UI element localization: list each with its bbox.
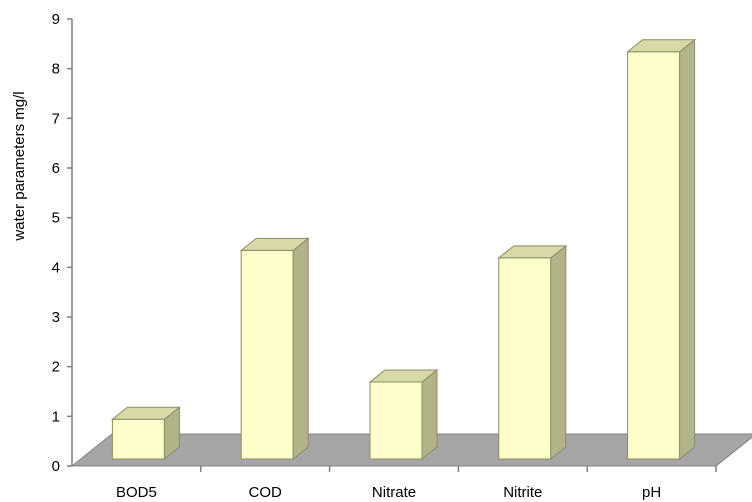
y-tick-label: 3 xyxy=(52,309,60,326)
bar-side xyxy=(550,244,567,461)
bar xyxy=(110,406,181,461)
bar-top xyxy=(626,39,697,53)
x-tick-label: Nitrite xyxy=(503,484,542,501)
bar-front xyxy=(240,249,294,460)
x-tick-label: pH xyxy=(642,484,661,501)
bar xyxy=(368,368,439,461)
bar-front xyxy=(369,381,423,460)
bar xyxy=(497,244,568,461)
y-tick-label: 6 xyxy=(52,160,60,177)
bar-top xyxy=(497,245,568,259)
bar xyxy=(239,237,310,461)
x-tick-label: Nitrate xyxy=(372,484,416,501)
bar-top xyxy=(110,406,181,420)
x-tick-label: BOD5 xyxy=(116,484,157,501)
bar-top xyxy=(368,369,439,383)
bar xyxy=(626,38,697,461)
y-axis-title: water parameters mg/l xyxy=(11,91,28,241)
bar-side xyxy=(421,368,438,461)
y-axis: 0 1 2 3 4 5 6 7 8 9 xyxy=(52,11,73,475)
bar-front xyxy=(498,257,552,460)
y-tick-label: 1 xyxy=(52,408,60,425)
bars xyxy=(110,38,697,461)
y-tick-label: 2 xyxy=(52,359,60,376)
x-axis-labels: BOD5 COD Nitrate Nitrite pH xyxy=(116,466,717,501)
y-tick-label: 0 xyxy=(52,458,60,475)
y-tick-label: 9 xyxy=(52,11,60,28)
y-tick-label: 5 xyxy=(52,210,60,227)
bar-top xyxy=(239,237,310,251)
bar-front xyxy=(627,51,681,460)
x-tick-label: COD xyxy=(249,484,283,501)
bar-side xyxy=(679,38,696,461)
y-tick-label: 8 xyxy=(52,61,60,78)
bar-side xyxy=(292,237,309,461)
bar-front xyxy=(111,418,165,460)
y-tick-label: 7 xyxy=(52,110,60,127)
y-tick-label: 4 xyxy=(52,259,60,276)
